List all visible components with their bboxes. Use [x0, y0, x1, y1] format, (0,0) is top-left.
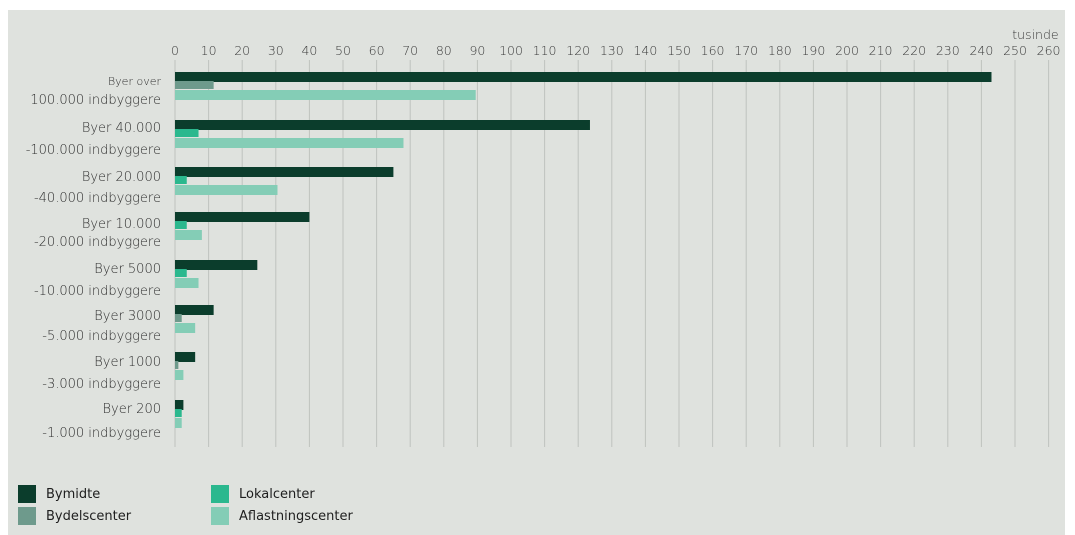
- x-tick-label: 220: [902, 43, 926, 58]
- bar-lokalcenter: [175, 221, 187, 229]
- bar-aflastningscenter: [175, 185, 278, 195]
- category-label: Byer 10.000: [82, 217, 161, 232]
- bar-aflastningscenter: [175, 418, 182, 428]
- bar-aflastningscenter: [175, 370, 184, 380]
- x-tick-label: 90: [469, 43, 485, 58]
- category-label: Byer 200: [103, 402, 162, 417]
- legend-item-lokalcenter: Lokalcenter: [211, 484, 315, 504]
- x-tick-label: 170: [734, 43, 758, 58]
- legend-label: Bymidte: [46, 486, 101, 502]
- category-label: -10.000 indbyggere: [34, 284, 161, 299]
- bar-bymidte: [175, 120, 590, 130]
- bar-lokalcenter: [175, 269, 187, 277]
- category-label: Byer 5000: [94, 262, 161, 277]
- bar-aflastningscenter: [175, 138, 404, 148]
- bar-lokalcenter: [175, 129, 199, 137]
- bar-bydelscenter: [175, 361, 179, 369]
- bars: [175, 72, 992, 428]
- x-tick-label: 130: [600, 43, 624, 58]
- bar-bydelscenter: [175, 81, 214, 89]
- x-tick-label: 10: [201, 43, 217, 58]
- x-tick-label: 70: [402, 43, 418, 58]
- x-tick-label: 140: [633, 43, 657, 58]
- x-tick-label: 200: [835, 43, 859, 58]
- bar-aflastningscenter: [175, 278, 199, 288]
- x-tick-label: 150: [667, 43, 691, 58]
- x-tick-label: 110: [533, 43, 557, 58]
- category-label: -20.000 indbyggere: [34, 235, 161, 250]
- x-tick-label: 120: [566, 43, 590, 58]
- legend-label: Lokalcenter: [239, 486, 315, 502]
- x-tick-label: 30: [268, 43, 284, 58]
- category-label: -40.000 indbyggere: [34, 191, 161, 206]
- x-tick-label: 40: [301, 43, 317, 58]
- category-label: -1.000 indbyggere: [42, 426, 161, 441]
- bar-bymidte: [175, 305, 214, 315]
- category-label: 100.000 indbyggere: [30, 93, 161, 108]
- bar-bymidte: [175, 212, 310, 222]
- chart-area: 0 10 20 30 40 50 60 70 80 90 100 110 120 130 140 150 160…: [8, 10, 1065, 535]
- x-tick-label: 160: [701, 43, 725, 58]
- x-tick-label: 20: [234, 43, 250, 58]
- bar-bydelscenter: [175, 314, 182, 322]
- x-tick-label: 0: [171, 43, 179, 58]
- x-tick-label: 80: [436, 43, 452, 58]
- legend-swatch: [211, 485, 229, 503]
- category-label: Byer over: [108, 75, 162, 88]
- legend-item-bymidte: Bymidte: [18, 484, 100, 504]
- x-tick-label: 180: [768, 43, 792, 58]
- category-label: Byer 3000: [94, 309, 161, 324]
- legend-label: Bydelscenter: [46, 508, 132, 524]
- category-labels: Byer over 100.000 indbyggere Byer 40.000 -1…: [26, 75, 162, 441]
- category-label: -100.000 indbyggere: [26, 143, 161, 158]
- legend-label: Aflastningscenter: [239, 508, 353, 524]
- legend-swatch: [18, 507, 36, 525]
- category-label: -5.000 indbyggere: [42, 329, 161, 344]
- category-label: Byer 40.000: [82, 121, 161, 136]
- bar-bymidte: [175, 72, 992, 82]
- bar-bymidte: [175, 260, 258, 270]
- x-tick-label: 260: [1037, 43, 1061, 58]
- x-axis-ticks: 0 10 20 30 40 50 60 70 80 90 100 110 120 130 140 150 160…: [171, 43, 1061, 58]
- x-tick-label: 250: [1003, 43, 1027, 58]
- bar-bymidte: [175, 400, 184, 410]
- legend: Bymidte Bydelscenter Lokalcenter Aflastning…: [18, 484, 578, 534]
- bar-bymidte: [175, 167, 394, 177]
- x-tick-label: 190: [801, 43, 825, 58]
- legend-swatch: [18, 485, 36, 503]
- legend-item-bydelscenter: Bydelscenter: [18, 506, 131, 526]
- x-tick-label: 240: [969, 43, 993, 58]
- legend-item-aflastningscenter: Aflastningscenter: [211, 506, 353, 526]
- x-tick-label: 60: [369, 43, 385, 58]
- bar-aflastningscenter: [175, 230, 202, 240]
- bar-bymidte: [175, 352, 196, 362]
- category-label: Byer 20.000: [82, 170, 161, 185]
- x-tick-label: 230: [936, 43, 960, 58]
- category-label: -3.000 indbyggere: [42, 377, 161, 392]
- category-label: Byer 1000: [94, 355, 161, 370]
- bar-lokalcenter: [175, 409, 182, 417]
- x-tick-label: 210: [869, 43, 893, 58]
- gridlines: [174, 60, 1050, 447]
- bar-chart: 0 10 20 30 40 50 60 70 80 90 100 110 120 130 140 150 160…: [26, 27, 1061, 447]
- bar-aflastningscenter: [175, 90, 476, 100]
- x-tick-label: 100: [499, 43, 523, 58]
- x-axis-unit-label: tusinde: [1012, 27, 1058, 42]
- bar-lokalcenter: [175, 176, 187, 184]
- legend-swatch: [211, 507, 229, 525]
- bar-aflastningscenter: [175, 323, 196, 333]
- x-tick-label: 50: [335, 43, 351, 58]
